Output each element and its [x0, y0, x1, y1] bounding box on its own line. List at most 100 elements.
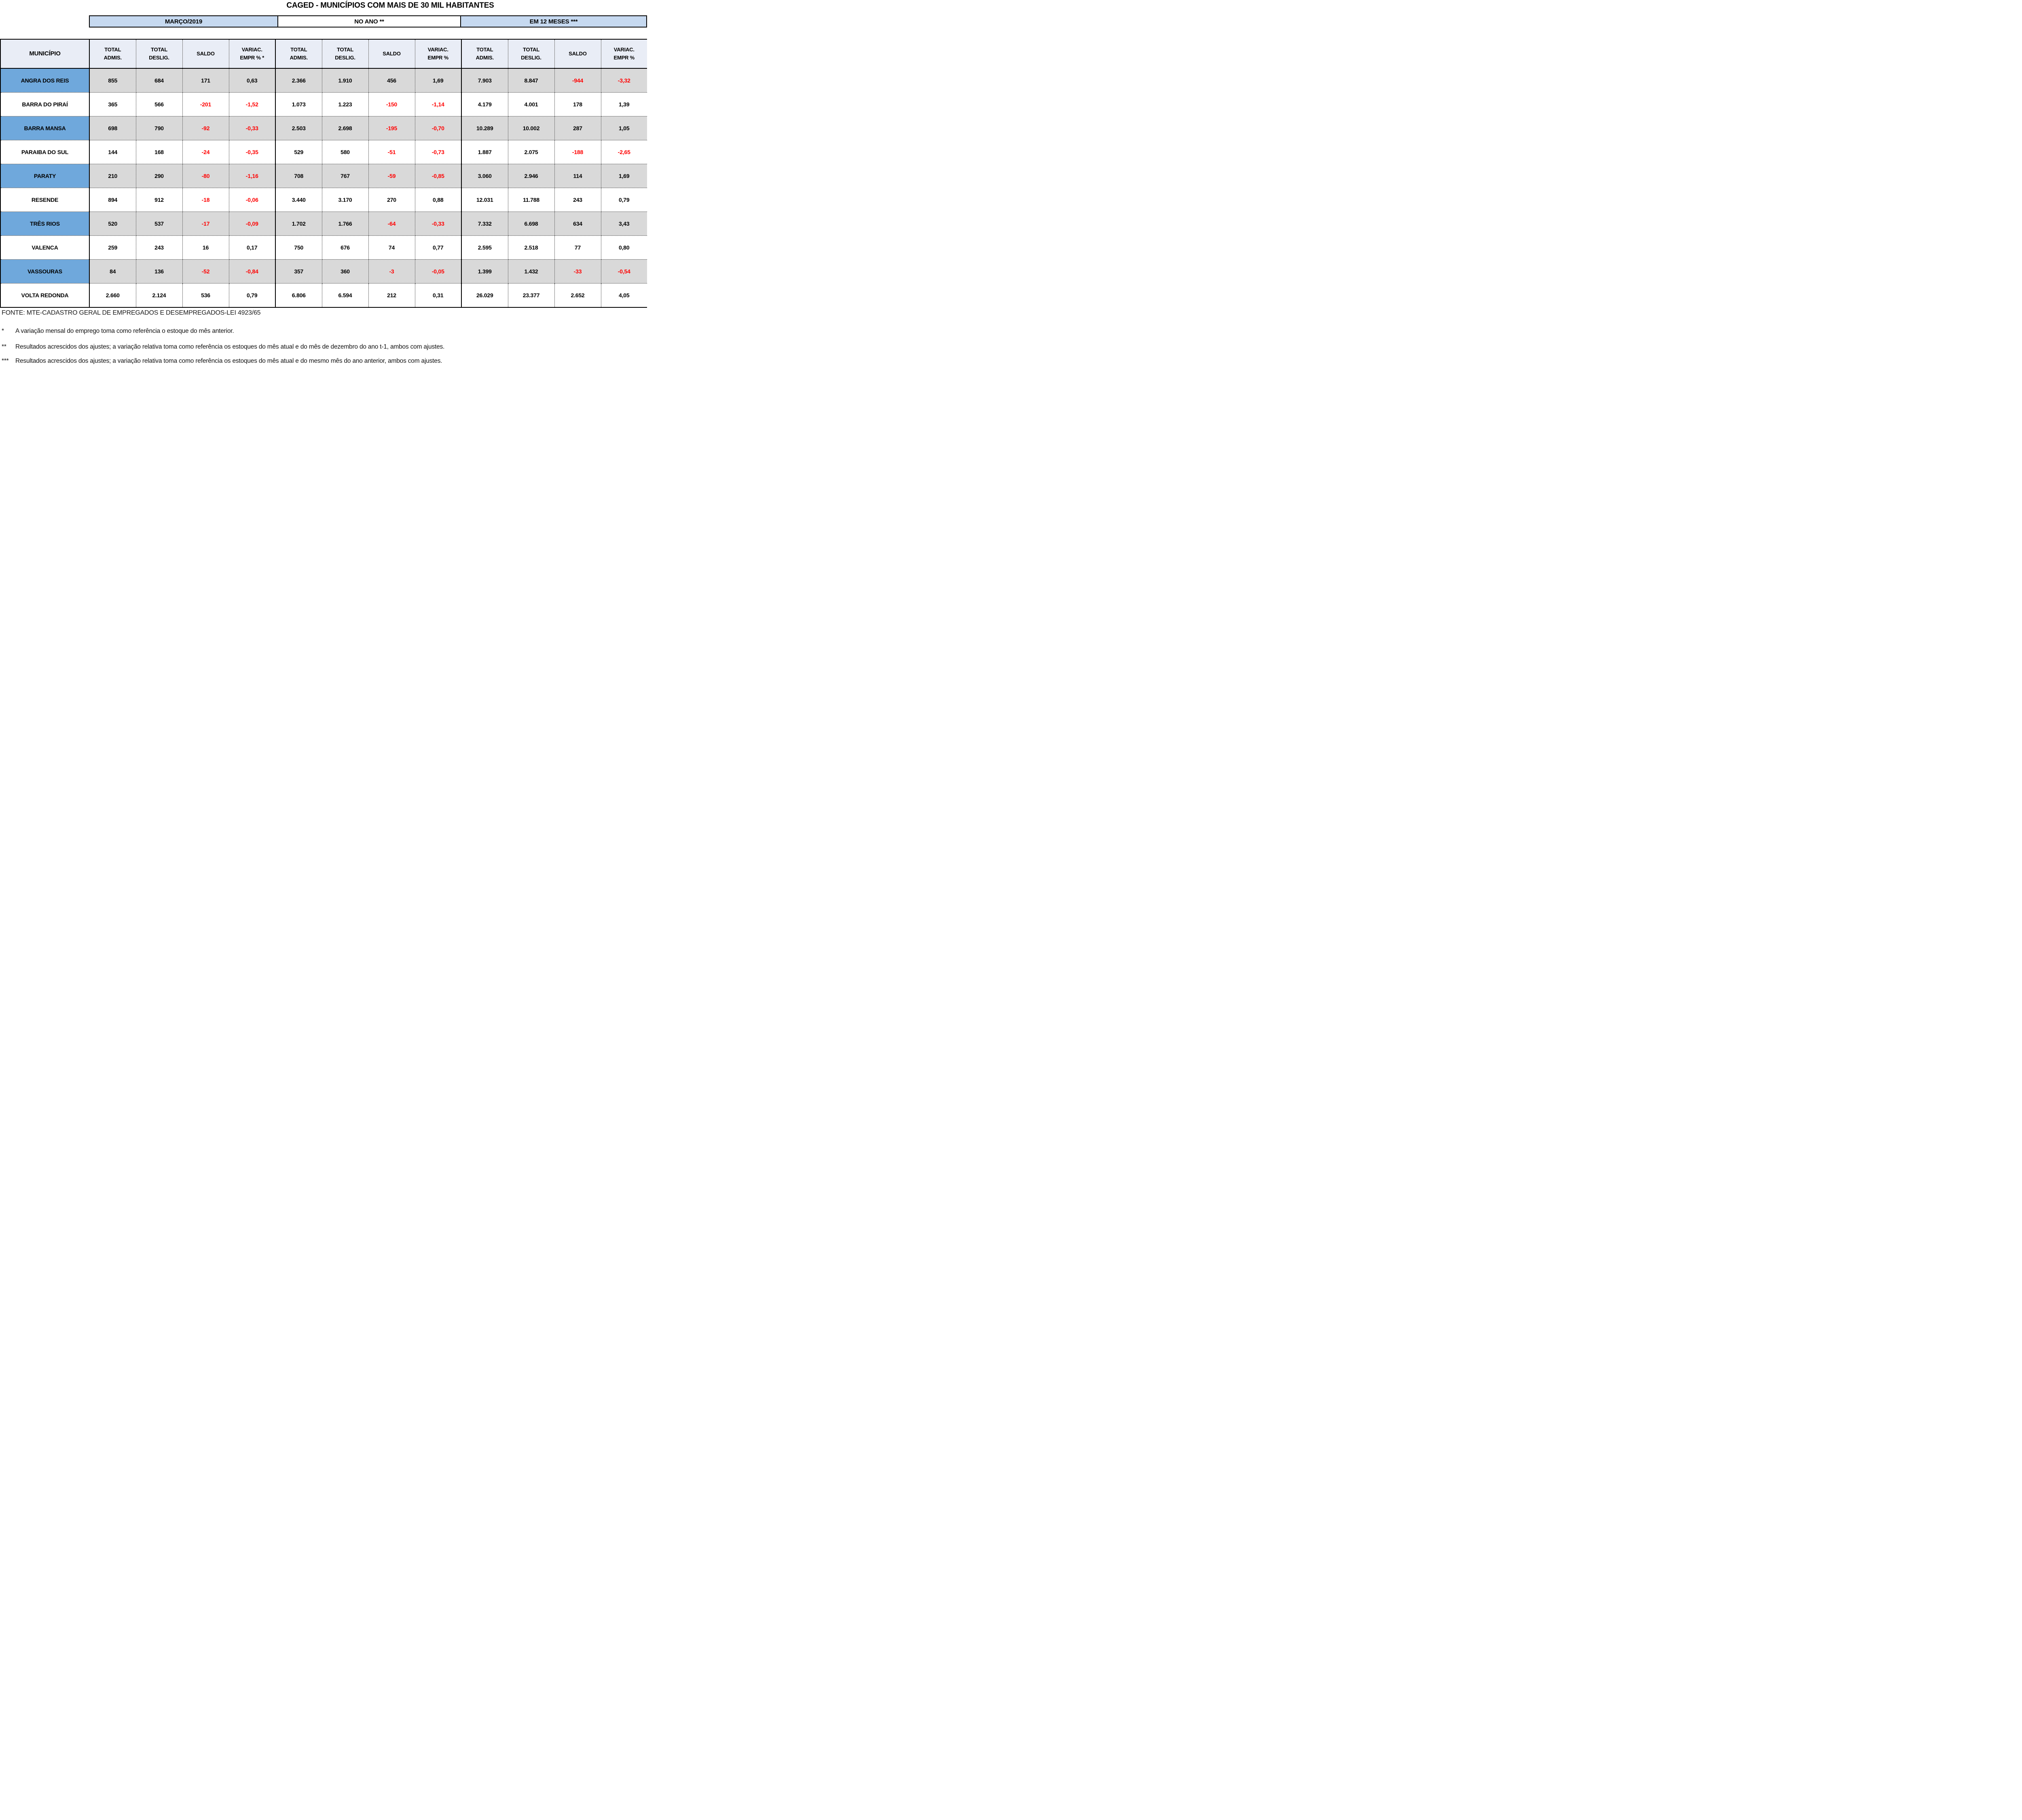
value-cell: 0,77 [415, 235, 462, 260]
value-cell: -59 [368, 164, 415, 188]
col-header: TOTAL ADMIS. [89, 39, 136, 69]
table-row: BARRA DO PIRAÍ 365 566 -201 -1,52 1.073 1.223 -… [0, 92, 647, 116]
value-cell: -1,52 [228, 92, 276, 116]
value-cell: 23.377 [508, 283, 555, 308]
value-cell: 0,17 [228, 235, 276, 260]
value-cell: -0,05 [415, 259, 462, 284]
value-cell: 529 [275, 140, 322, 164]
value-cell: 1.073 [275, 92, 322, 116]
value-cell: 243 [554, 188, 601, 212]
value-cell: 0,88 [415, 188, 462, 212]
value-cell: -64 [368, 212, 415, 236]
value-cell: 1.910 [321, 68, 369, 93]
value-cell: -944 [554, 68, 601, 93]
value-cell: 178 [554, 92, 601, 116]
value-cell: 634 [554, 212, 601, 236]
value-cell: 212 [368, 283, 415, 308]
value-cell: 1.432 [508, 259, 555, 284]
value-cell: -1,14 [415, 92, 462, 116]
value-cell: -52 [182, 259, 229, 284]
value-cell: 360 [321, 259, 369, 284]
value-cell: -188 [554, 140, 601, 164]
value-cell: 290 [135, 164, 183, 188]
value-cell: -0,35 [228, 140, 276, 164]
municipio-cell: TRÊS RIOS [0, 212, 90, 236]
page-title: CAGED - MUNICÍPIOS COM MAIS DE 30 MIL HA… [286, 1, 494, 10]
value-cell: 270 [368, 188, 415, 212]
footnote-month: * A variação mensal do emprego toma como… [2, 328, 643, 335]
table-row: BARRA MANSA 698 790 -92 -0,33 2.503 2.698 -195-… [0, 116, 647, 140]
value-cell: 2.946 [508, 164, 555, 188]
band-no-ano: NO ANO ** [277, 16, 461, 27]
value-cell: 1.399 [461, 259, 508, 284]
col-header: VARIAC. EMPR % * [228, 39, 276, 69]
value-cell: 2.652 [554, 283, 601, 308]
footnote-12-months: *** Resultados acrescidos dos ajustes; a… [2, 358, 643, 364]
value-cell: 3.170 [321, 188, 369, 212]
value-cell: -0,54 [601, 259, 647, 284]
value-cell: 2.366 [275, 68, 322, 93]
value-cell: 74 [368, 235, 415, 260]
value-cell: -1,16 [228, 164, 276, 188]
value-cell: 1,69 [601, 164, 647, 188]
table-body: ANGRA DOS REIS 855 684 171 0,63 2.366 1.910 456… [0, 68, 647, 308]
value-cell: -0,84 [228, 259, 276, 284]
value-cell: 684 [135, 68, 183, 93]
table-row: VOLTA REDONDA 2.660 2.124 536 0,79 6.806 6.594… [0, 283, 647, 308]
value-cell: 4.179 [461, 92, 508, 116]
value-cell: 10.289 [461, 116, 508, 140]
value-cell: 3.060 [461, 164, 508, 188]
footnote-year: ** Resultados acrescidos dos ajustes; a … [2, 343, 643, 351]
value-cell: -2,65 [601, 140, 647, 164]
footnote-text: Resultados acrescidos dos ajustes; a var… [15, 358, 442, 364]
value-cell: 0,80 [601, 235, 647, 260]
value-cell: 767 [321, 164, 369, 188]
value-cell: 1.702 [275, 212, 322, 236]
period-band: MARÇO/2019 NO ANO ** EM 12 MESES *** [89, 15, 647, 28]
value-cell: 536 [182, 283, 229, 308]
value-cell: 16 [182, 235, 229, 260]
municipio-cell: VALENCA [0, 235, 90, 260]
value-cell: 1.766 [321, 212, 369, 236]
municipio-cell: VASSOURAS [0, 259, 90, 284]
caged-report-page: CAGED - MUNICÍPIOS COM MAIS DE 30 MIL HA… [0, 0, 647, 364]
value-cell: -0,70 [415, 116, 462, 140]
band-marco-2019: MARÇO/2019 [90, 16, 277, 27]
table-row: VALENCA 259 243 16 0,17 750 676 74 0,77 2.595 2.51… [0, 235, 647, 260]
value-cell: 8.847 [508, 68, 555, 93]
footnote-marker: ** [2, 343, 6, 350]
value-cell: -92 [182, 116, 229, 140]
col-header: TOTAL DESLIG. [135, 39, 183, 69]
value-cell: 2.503 [275, 116, 322, 140]
value-cell: 1,69 [415, 68, 462, 93]
value-cell: 2.698 [321, 116, 369, 140]
value-cell: 365 [89, 92, 136, 116]
band-em-12-meses: EM 12 MESES *** [461, 16, 646, 27]
value-cell: 1,05 [601, 116, 647, 140]
footnote-text: Resultados acrescidos dos ajustes; a var… [15, 343, 445, 350]
col-header: TOTAL ADMIS. [461, 39, 508, 69]
value-cell: 1.223 [321, 92, 369, 116]
value-cell: 566 [135, 92, 183, 116]
value-cell: 750 [275, 235, 322, 260]
value-cell: 537 [135, 212, 183, 236]
municipio-cell: BARRA DO PIRAÍ [0, 92, 90, 116]
value-cell: -33 [554, 259, 601, 284]
value-cell: 456 [368, 68, 415, 93]
value-cell: -18 [182, 188, 229, 212]
value-cell: -0,09 [228, 212, 276, 236]
header-row: MUNICÍPIO TOTAL ADMIS. TOTAL DESLIG. SALDO VAR… [0, 39, 647, 69]
table-header: MUNICÍPIO TOTAL ADMIS. TOTAL DESLIG. SALDO VAR… [0, 39, 647, 69]
value-cell: 10.002 [508, 116, 555, 140]
value-cell: 2.595 [461, 235, 508, 260]
caged-table: MUNICÍPIO TOTAL ADMIS. TOTAL DESLIG. SALDO VAR… [0, 39, 647, 308]
value-cell: 912 [135, 188, 183, 212]
col-header: TOTAL ADMIS. [275, 39, 322, 69]
value-cell: 2.124 [135, 283, 183, 308]
value-cell: -201 [182, 92, 229, 116]
value-cell: 698 [89, 116, 136, 140]
value-cell: 790 [135, 116, 183, 140]
value-cell: 259 [89, 235, 136, 260]
col-header: SALDO [368, 39, 415, 69]
value-cell: -17 [182, 212, 229, 236]
